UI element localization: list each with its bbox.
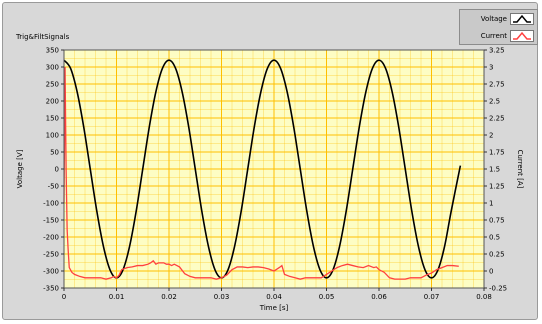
y-tick-label: 300 bbox=[46, 64, 59, 72]
legend-label-current: Current bbox=[480, 32, 507, 40]
series-line-voltage bbox=[63, 59, 462, 279]
series-line-current bbox=[63, 66, 459, 280]
chart-title: Trig&FiltSignals bbox=[16, 33, 70, 41]
y-tick-label: 250 bbox=[46, 81, 59, 89]
y-tick-label: -350 bbox=[43, 285, 59, 293]
x-axis: 0 0.01 0.02 0.03 0.04 0.05 0.06 0.07 0.08 bbox=[62, 288, 492, 301]
y2-tick-label: 3.25 bbox=[489, 47, 505, 55]
legend: Voltage Current bbox=[459, 9, 538, 45]
y2-tick-label: 1.75 bbox=[489, 149, 505, 157]
x-tick-label: 0.03 bbox=[214, 293, 230, 301]
x-tick-label: 0.02 bbox=[161, 293, 177, 301]
y-tick-label: 50 bbox=[50, 149, 59, 157]
legend-swatch-voltage bbox=[510, 13, 534, 25]
series-layer bbox=[63, 59, 462, 280]
y2-tick-label: 2.5 bbox=[489, 98, 500, 106]
y-tick-label: -250 bbox=[43, 251, 59, 259]
y2-tick-label: 1 bbox=[489, 200, 493, 208]
y2-tick-label: 0.25 bbox=[489, 251, 505, 259]
x-tick-label: 0.08 bbox=[476, 293, 492, 301]
y2-tick-label: 2.75 bbox=[489, 81, 505, 89]
y-axis-label: Voltage [V] bbox=[16, 149, 24, 188]
y-tick-label: -100 bbox=[43, 200, 59, 208]
legend-line-voltage bbox=[513, 14, 531, 23]
x-axis-label: Time [s] bbox=[259, 304, 289, 312]
legend-item-voltage[interactable]: Voltage bbox=[462, 12, 536, 27]
y-tick-label: -150 bbox=[43, 217, 59, 225]
y2-axis-label: Current [A] bbox=[516, 150, 524, 189]
y2-tick-label: 0.75 bbox=[489, 217, 505, 225]
y-tick-label: 200 bbox=[46, 98, 59, 106]
y-tick-label: -50 bbox=[48, 183, 59, 191]
x-tick-label: 0.01 bbox=[109, 293, 125, 301]
x-tick-label: 0.04 bbox=[266, 293, 282, 301]
legend-line-current bbox=[513, 31, 531, 40]
y-tick-label: -300 bbox=[43, 268, 59, 276]
y2-tick-label: 1.5 bbox=[489, 166, 500, 174]
y2-tick-label: 2 bbox=[489, 132, 493, 140]
legend-label-voltage: Voltage bbox=[480, 15, 507, 23]
y2-tick-label: -0.25 bbox=[489, 285, 507, 293]
legend-item-current[interactable]: Current bbox=[462, 29, 536, 44]
y2-tick-label: 0 bbox=[489, 268, 493, 276]
x-tick-label: 0.07 bbox=[424, 293, 440, 301]
y-tick-label: -200 bbox=[43, 234, 59, 242]
y-tick-label: 150 bbox=[46, 115, 59, 123]
x-tick-label: 0.06 bbox=[371, 293, 387, 301]
legend-swatch-current bbox=[510, 30, 534, 42]
y2-tick-label: 3 bbox=[489, 64, 493, 72]
y-axis-left: 350 300 250 200 150 100 50 0 -50 -100 -150 -200 -250… bbox=[43, 47, 64, 293]
y-tick-label: 0 bbox=[55, 166, 59, 174]
y-tick-label: 350 bbox=[46, 47, 59, 55]
y-axis-right: 3.25 3 2.75 2.5 2.25 2 1.75 1.5 1.25 1 0.75 0.5 0.25… bbox=[484, 47, 507, 293]
y-tick-label: 100 bbox=[46, 132, 59, 140]
x-tick-label: 0 bbox=[62, 293, 66, 301]
x-tick-label: 0.05 bbox=[319, 293, 335, 301]
y2-tick-label: 0.5 bbox=[489, 234, 500, 242]
y2-tick-label: 2.25 bbox=[489, 115, 505, 123]
y2-tick-label: 1.25 bbox=[489, 183, 505, 191]
